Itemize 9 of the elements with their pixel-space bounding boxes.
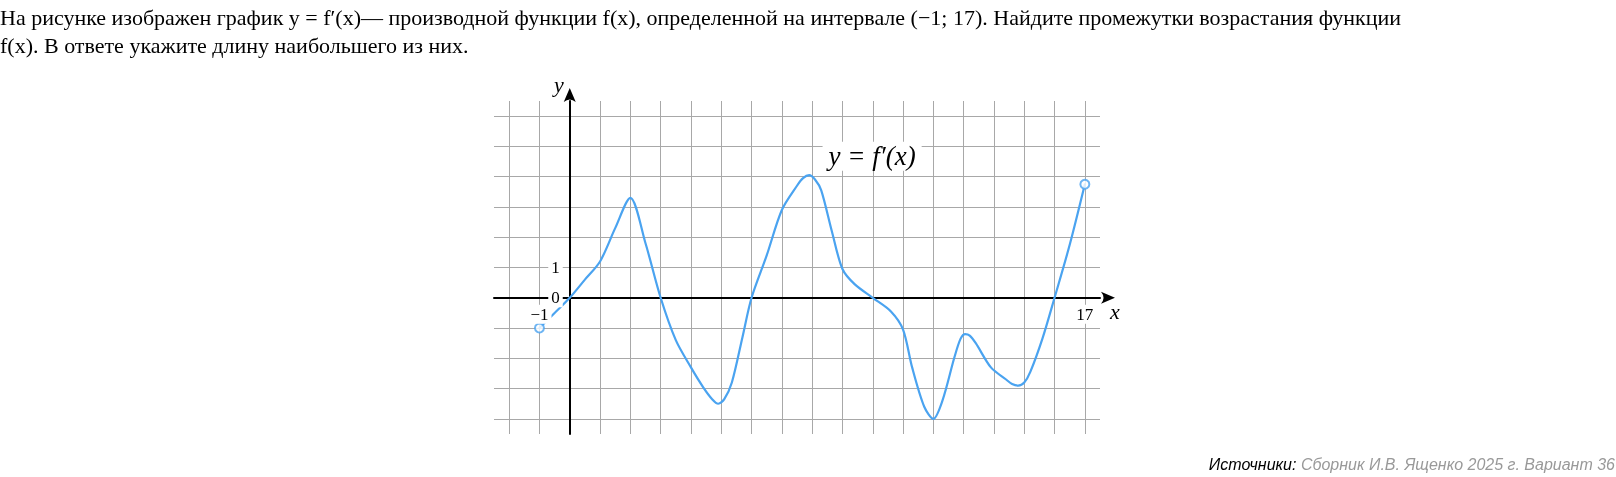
chart-title: На рисунке изображен график y = f′(x)— производной функции f(x), определенной на интервале (−1; 17). Найдите промежутки возрастания функции f(x). В ответе укажите длину наибольшего из них. bbox=[0, 4, 1403, 60]
series-label: y = f′(x) bbox=[825, 141, 916, 172]
y-tick-label: 1 bbox=[551, 258, 560, 277]
y-tick-label: 0 bbox=[551, 288, 560, 308]
x-axis-title: x bbox=[1109, 299, 1120, 325]
x-tick-label: 17 bbox=[1076, 304, 1094, 324]
y-axis-title: y bbox=[551, 71, 564, 97]
x-tick-label: −1 bbox=[530, 304, 549, 324]
text: Источники: Сборник И.В. Ященко 2025 г. Вариант 36 bbox=[1208, 456, 1615, 473]
